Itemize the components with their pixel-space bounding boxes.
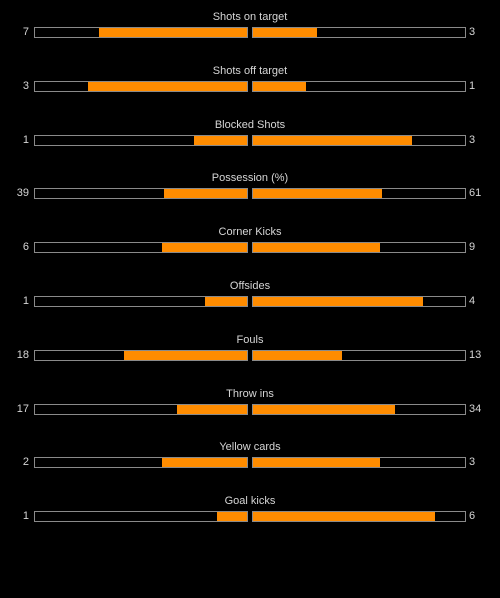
home-bar-fill [162, 458, 247, 468]
home-bar [34, 80, 248, 92]
home-bar [34, 188, 248, 200]
away-value: 61 [469, 187, 482, 200]
home-bar-fill [162, 243, 247, 253]
home-value: 2 [22, 456, 29, 469]
stat-row-shots-off-target: Shots off target 3 1 [0, 54, 500, 108]
stat-row-possession: Possession (%) 39 61 [0, 161, 500, 215]
home-bar-fill [204, 296, 247, 306]
stat-row-blocked-shots: Blocked Shots 1 3 [0, 108, 500, 162]
stat-row-goal-kicks: Goal kicks 1 6 [0, 484, 500, 538]
stat-row-offsides: Offsides 1 4 [0, 269, 500, 323]
home-value: 7 [22, 26, 29, 38]
away-bar-fill [253, 350, 343, 360]
away-value: 3 [469, 26, 476, 38]
home-bar [34, 27, 248, 38]
home-bar [34, 349, 248, 361]
home-bar [34, 242, 248, 254]
away-bar-fill [253, 512, 436, 522]
home-bar [34, 403, 248, 415]
home-value: 18 [16, 348, 29, 361]
home-value: 6 [22, 241, 29, 254]
home-bar-fill [164, 189, 247, 199]
home-value: 3 [22, 79, 29, 92]
away-value: 3 [469, 133, 476, 146]
away-bar [252, 134, 466, 146]
away-bar-fill [253, 28, 317, 37]
home-bar [34, 457, 248, 469]
stat-label: Corner Kicks [218, 226, 282, 239]
away-value: 13 [469, 348, 482, 361]
home-bar-fill [98, 28, 247, 37]
home-value: 17 [16, 402, 29, 415]
away-bar-fill [253, 243, 381, 253]
home-bar [34, 134, 248, 146]
away-bar [252, 349, 466, 361]
away-bar [252, 295, 466, 307]
stat-row-throw-ins: Throw ins 17 34 [0, 377, 500, 431]
stat-row-fouls: Fouls 18 13 [0, 323, 500, 377]
away-bar [252, 403, 466, 415]
stat-label: Yellow cards [219, 441, 281, 454]
away-value: 9 [469, 241, 476, 254]
away-bar-fill [253, 135, 412, 145]
stat-label: Blocked Shots [214, 118, 286, 131]
away-bar [252, 80, 466, 92]
stat-label: Shots on target [212, 11, 288, 23]
home-bar-fill [88, 81, 247, 91]
home-value: 1 [22, 133, 29, 146]
match-stats-panel: Shots on target 7 3 Shots off target 3 1… [0, 0, 500, 538]
away-value: 34 [469, 402, 482, 415]
away-bar [252, 27, 466, 38]
home-value: 1 [22, 294, 29, 307]
away-value: 1 [469, 79, 476, 92]
away-bar [252, 457, 466, 469]
away-value: 6 [469, 510, 476, 523]
away-bar-fill [253, 81, 306, 91]
away-bar [252, 242, 466, 254]
stat-label: Throw ins [226, 387, 274, 400]
stat-label: Fouls [236, 333, 264, 346]
home-bar-fill [177, 404, 247, 414]
stat-row-yellow-cards: Yellow cards 2 3 [0, 430, 500, 484]
stat-row-shots-on-target: Shots on target 7 3 [0, 0, 500, 54]
home-bar-fill [194, 135, 247, 145]
away-bar [252, 188, 466, 200]
stat-label: Possession (%) [211, 172, 289, 185]
away-bar-fill [253, 296, 423, 306]
stat-label: Shots off target [212, 64, 288, 77]
home-value: 39 [16, 187, 29, 200]
away-bar-fill [253, 404, 396, 414]
home-bar [34, 295, 248, 307]
away-value: 4 [469, 294, 476, 307]
home-value: 1 [22, 510, 29, 523]
home-bar [34, 511, 248, 523]
home-bar-fill [217, 512, 247, 522]
stat-label: Offsides [229, 279, 271, 292]
away-bar-fill [253, 458, 381, 468]
away-value: 3 [469, 456, 476, 469]
stat-row-corner-kicks: Corner Kicks 6 9 [0, 215, 500, 269]
away-bar-fill [253, 189, 383, 199]
stat-label: Goal kicks [224, 495, 276, 508]
away-bar [252, 511, 466, 523]
home-bar-fill [124, 350, 247, 360]
